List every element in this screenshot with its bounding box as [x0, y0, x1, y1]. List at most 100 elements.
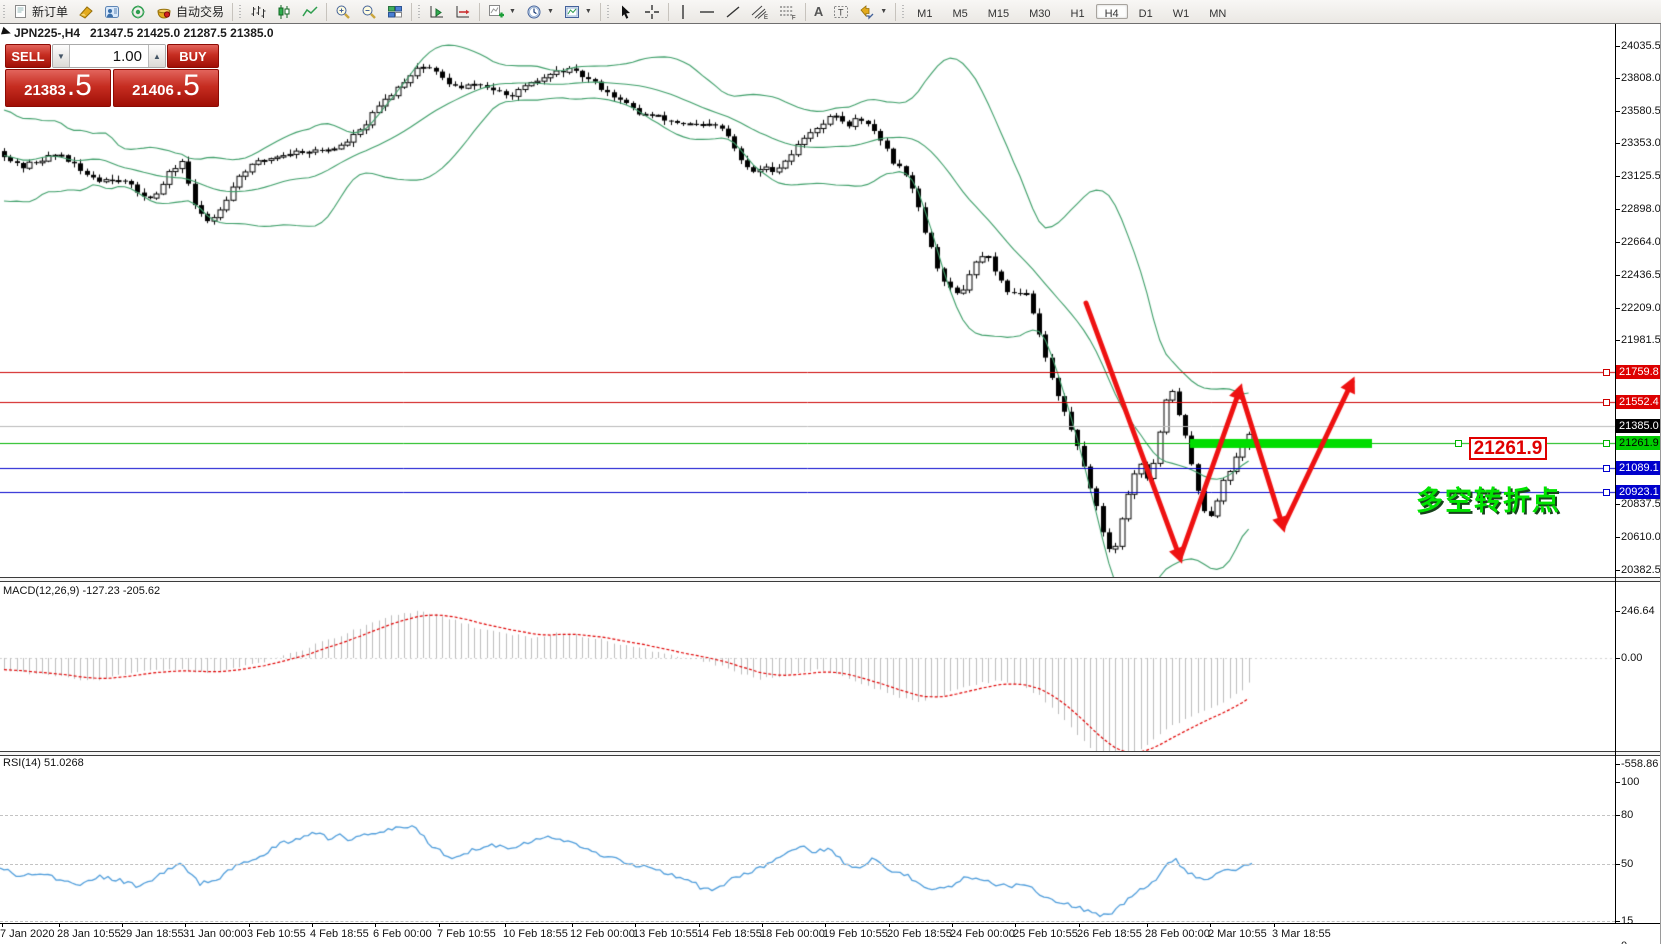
periods-dropdown-caret[interactable]: ▼	[546, 8, 554, 15]
macd-panel-canvas[interactable]	[0, 583, 1615, 751]
toolbar-grip[interactable]	[605, 3, 611, 20]
line-endpoint-handle[interactable]	[1603, 398, 1610, 406]
new-order-button[interactable]: 新订单	[9, 0, 73, 23]
vertical-line-icon	[682, 4, 684, 19]
line-endpoint-handle[interactable]	[1603, 369, 1610, 377]
toolbar: 新订单 自动交易	[0, 0, 1661, 24]
timeframe-button-h4[interactable]: H4	[1095, 4, 1128, 20]
sell-price-button[interactable]: 21383 .5	[5, 69, 111, 107]
price-tag-21759.8: 21759.8	[1616, 365, 1661, 380]
zoom-out-button[interactable]	[356, 0, 382, 23]
vertical-line-tool-button[interactable]	[672, 0, 694, 23]
zoom-out-icon	[362, 5, 376, 19]
main-chart-canvas[interactable]	[0, 24, 1615, 577]
toolbar-grip[interactable]	[901, 3, 907, 20]
crosshair-icon	[644, 4, 659, 19]
panel-divider[interactable]	[0, 577, 1661, 582]
text-label-icon: T	[834, 5, 849, 18]
buy-button[interactable]: BUY	[167, 44, 219, 68]
time-axis-label: 24 Feb 00:00	[950, 928, 1015, 940]
bar-chart-mode-button[interactable]	[245, 0, 271, 23]
crosshair-tool-button[interactable]	[639, 0, 665, 23]
volume-value[interactable]: 1.00	[70, 45, 148, 67]
templates-dropdown-caret[interactable]: ▼	[584, 8, 592, 15]
trendline-tool-button[interactable]	[720, 0, 746, 23]
chart-ohlc-values: 21347.5 21425.0 21287.5 21385.0	[90, 26, 274, 40]
time-axis-tick	[375, 923, 376, 927]
timeframe-button-m5[interactable]: M5	[943, 4, 976, 20]
line-chart-icon	[302, 5, 318, 16]
templates-button[interactable]: ▼	[559, 0, 597, 23]
fibonacci-tool-button[interactable]: F	[774, 0, 802, 23]
market-watch-icon	[105, 5, 120, 18]
timeframe-button-d1[interactable]: D1	[1130, 4, 1162, 20]
horizontal-line-tool-button[interactable]	[694, 0, 720, 23]
time-axis-label: 4 Feb 18:55	[310, 928, 369, 940]
toolbar-separator	[667, 2, 669, 21]
volume-increase-button[interactable]: ▲	[148, 45, 165, 67]
toolbar-grip[interactable]	[2, 3, 7, 20]
bar-chart-icon	[251, 5, 266, 18]
buy-price-button[interactable]: 21406 .5	[113, 69, 219, 107]
price-annotation-box[interactable]: 21261.9	[1469, 437, 1547, 460]
auto-scroll-button[interactable]	[424, 0, 450, 23]
cursor-tool-button[interactable]	[613, 0, 639, 23]
navigator-icon	[131, 4, 146, 19]
time-axis-tick	[825, 923, 826, 927]
time-axis-tick	[1274, 923, 1275, 927]
line-chart-mode-button[interactable]	[297, 0, 323, 23]
chart-shift-button[interactable]	[450, 0, 476, 23]
time-axis-label: 6 Feb 00:00	[373, 928, 432, 940]
toolbar-grip[interactable]	[417, 3, 423, 20]
arrows-shapes-button[interactable]: ▼	[854, 0, 892, 23]
line-endpoint-handle[interactable]	[1603, 465, 1610, 473]
rsi-panel-canvas[interactable]	[0, 756, 1615, 923]
timeframe-button-m15[interactable]: M15	[979, 4, 1018, 20]
buy-price-main: 21406	[132, 82, 174, 99]
tile-windows-button[interactable]	[382, 0, 408, 23]
autotrading-button[interactable]: 自动交易	[151, 0, 229, 23]
timeframe-button-mn[interactable]: MN	[1200, 4, 1235, 20]
price-tick-label: 23125.5	[1616, 170, 1661, 183]
timeframe-button-m1[interactable]: M1	[908, 4, 941, 20]
indicators-dropdown-caret[interactable]: ▼	[509, 8, 516, 15]
timeframe-button-m30[interactable]: M30	[1020, 4, 1059, 20]
time-axis-label: 3 Feb 10:55	[247, 928, 306, 940]
line-endpoint-handle[interactable]	[1603, 440, 1610, 448]
timeframe-button-w1[interactable]: W1	[1164, 4, 1199, 20]
pivot-point-annotation[interactable]: 多空转折点	[1416, 486, 1561, 516]
zoom-in-button[interactable]	[330, 0, 356, 23]
candlestick-mode-button[interactable]	[271, 0, 297, 23]
gold-arrow-button[interactable]	[73, 0, 99, 23]
line-endpoint-handle[interactable]	[1455, 440, 1462, 448]
price-tag-21261.9: 21261.9	[1616, 436, 1661, 451]
periods-button[interactable]: ▼	[521, 0, 559, 23]
autotrading-label: 自动交易	[176, 5, 225, 19]
time-axis-tick	[952, 923, 953, 927]
time-axis-tick	[59, 923, 60, 927]
time-axis-tick	[439, 923, 440, 927]
panel-divider[interactable]	[0, 751, 1661, 756]
text-label-tool-button[interactable]: T	[828, 0, 854, 23]
buy-price-fraction: .5	[174, 69, 200, 102]
navigator-button[interactable]	[125, 0, 151, 23]
macd-axis-value: 246.64	[1616, 605, 1655, 618]
price-tag-21552.4: 21552.4	[1616, 394, 1661, 409]
equidistant-channel-tool-button[interactable]: E	[746, 0, 774, 23]
time-axis-label: 31 Jan 00:00	[183, 928, 247, 940]
indicators-button[interactable]: ▼	[483, 0, 521, 23]
sell-button[interactable]: SELL	[5, 44, 51, 68]
time-axis-tick	[1147, 923, 1148, 927]
toolbar-separator	[479, 2, 481, 21]
time-axis-label: 19 Feb 10:55	[823, 928, 888, 940]
toolbar-grip[interactable]	[238, 3, 244, 20]
line-endpoint-handle[interactable]	[1603, 489, 1610, 497]
time-axis[interactable]: 7 Jan 2020 28 Jan 10:55 29 Jan 18:55 31 Jan…	[0, 923, 1661, 944]
timeframe-button-h1[interactable]: H1	[1062, 4, 1094, 20]
equidistant-channel-icon: E	[751, 5, 768, 20]
volume-decrease-button[interactable]: ▼	[53, 45, 70, 67]
price-tick-label: 22664.0	[1616, 236, 1661, 249]
arrows-dropdown-caret[interactable]: ▼	[880, 8, 888, 15]
text-tool-button[interactable]: A	[809, 0, 828, 23]
market-watch-button[interactable]	[99, 0, 125, 23]
